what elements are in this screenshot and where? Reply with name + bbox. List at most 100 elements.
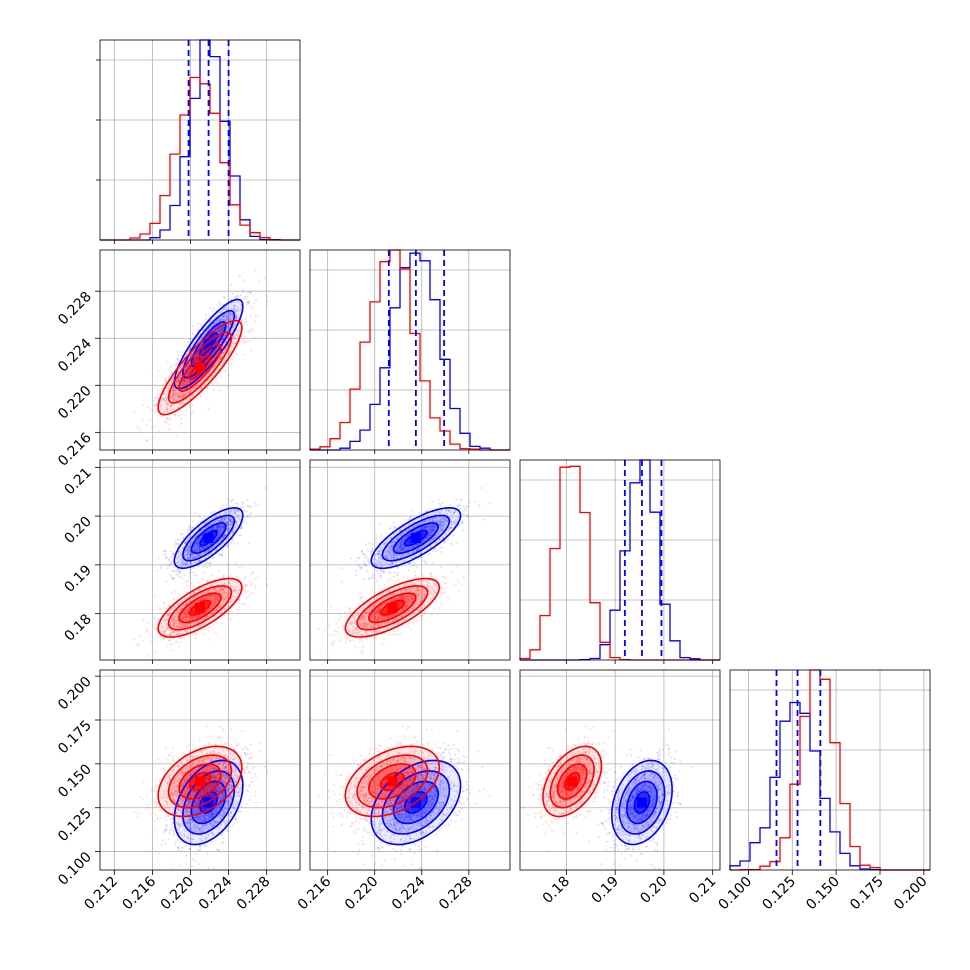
scatter-point [215, 330, 218, 332]
scatter-point [221, 315, 224, 318]
scatter-point [235, 562, 238, 565]
scatter-point [216, 346, 219, 349]
scatter-point [164, 554, 167, 557]
scatter-point [174, 362, 177, 365]
scatter-point [171, 363, 173, 366]
scatter-point [209, 561, 212, 564]
scatter-point [163, 553, 166, 555]
scatter-point [156, 632, 158, 635]
scatter-point [202, 628, 205, 631]
scatter-point [258, 575, 261, 578]
scatter-point [218, 336, 221, 339]
scatter-point [266, 300, 269, 303]
scatter-point [240, 526, 243, 529]
scatter-point [142, 619, 145, 622]
scatter-point [201, 336, 203, 339]
scatter-point [255, 314, 257, 316]
scatter-point [237, 602, 240, 605]
scatter-point [245, 340, 248, 343]
scatter-point [160, 564, 163, 567]
scatter-point [239, 307, 242, 310]
scatter-point [177, 379, 180, 382]
scatter-point [180, 577, 183, 580]
scatter-point [207, 629, 210, 632]
scatter-point [137, 427, 140, 430]
scatter-point [215, 632, 217, 635]
scatter-point [226, 563, 229, 566]
scatter-point [220, 328, 223, 331]
scatter-point [189, 338, 192, 341]
scatter-point [231, 330, 234, 332]
scatter-point [221, 330, 224, 332]
scatter-point [231, 292, 234, 295]
scatter-point [265, 296, 268, 299]
scatter-point [216, 339, 219, 342]
scatter-point [153, 594, 156, 597]
scatter-point [171, 395, 174, 398]
scatter-point [234, 295, 237, 298]
scatter-point [177, 543, 180, 546]
scatter-point [188, 404, 190, 407]
scatter-point [239, 534, 242, 537]
scatter-point [244, 295, 247, 298]
scatter-point [188, 372, 190, 375]
scatter-point [164, 421, 167, 424]
scatter-point [153, 618, 156, 621]
scatter-point [222, 316, 225, 319]
scatter-point [258, 280, 261, 283]
scatter-point [186, 374, 189, 377]
scatter-point [176, 359, 179, 362]
scatter-point [169, 366, 172, 369]
scatter-point [174, 539, 177, 542]
scatter-point [192, 324, 195, 327]
scatter-point [172, 649, 174, 652]
scatter-point [153, 410, 156, 413]
scatter-point [177, 381, 179, 384]
scatter-point [223, 296, 226, 299]
scatter-point [153, 623, 156, 626]
scatter-point [191, 332, 194, 335]
scatter-point [223, 334, 226, 337]
scatter-point [230, 331, 233, 334]
scatter-point [190, 413, 193, 416]
scatter-point [231, 314, 234, 317]
scatter-point [242, 588, 245, 591]
scatter-point [190, 366, 193, 369]
scatter-point [247, 589, 250, 592]
scatter-point [224, 319, 227, 322]
scatter-point [180, 422, 183, 425]
scatter-point [218, 324, 221, 327]
scatter-point [258, 314, 261, 317]
scatter-point [232, 542, 235, 545]
scatter-point [217, 317, 220, 320]
scatter-point [190, 353, 193, 355]
scatter-point [235, 310, 238, 313]
scatter-point [254, 320, 257, 323]
scatter-point [184, 374, 187, 377]
scatter-point [202, 565, 204, 568]
scatter-point [177, 574, 180, 577]
scatter-point [150, 408, 153, 411]
scatter-point [230, 283, 233, 286]
scatter-point [167, 376, 170, 378]
scatter-point [219, 327, 221, 330]
scatter-point [172, 394, 174, 397]
scatter-point [186, 409, 189, 412]
scatter-point [133, 411, 136, 414]
scatter-point [219, 328, 222, 331]
scatter-point [222, 315, 225, 318]
scatter-point [225, 315, 227, 318]
scatter-point [229, 609, 232, 612]
scatter-point [247, 330, 250, 333]
scatter-point [252, 592, 255, 595]
scatter-point [226, 314, 228, 317]
scatter-point [235, 315, 238, 318]
scatter-point [244, 317, 247, 319]
scatter-point [222, 326, 225, 329]
scatter-point [225, 312, 228, 315]
scatter-point [227, 498, 229, 501]
scatter-point [178, 354, 181, 357]
scatter-point [198, 358, 201, 361]
scatter-point [222, 318, 225, 321]
scatter-point [165, 580, 168, 583]
